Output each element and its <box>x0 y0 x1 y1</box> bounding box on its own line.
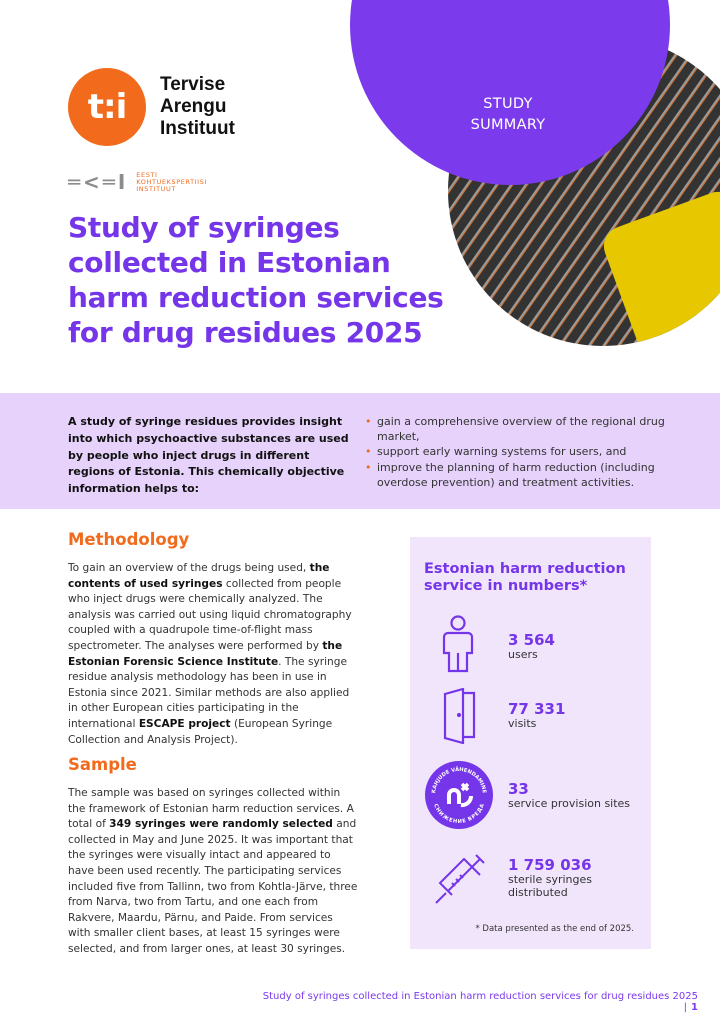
person-icon <box>442 615 474 673</box>
tai-name: Tervise Arengu Instituut <box>160 74 235 140</box>
harm-reduction-badge-icon: KAHJUDE VÄHENDAMINE СНИЖЕНИЕ ВРЕДА <box>425 761 493 829</box>
page-footer: Study of syringes collected in Estonian … <box>262 991 698 1013</box>
stat-users: 3 564 users <box>508 631 555 661</box>
methodology-text: To gain an overview of the drugs being u… <box>68 562 352 746</box>
tai-logo: t:i <box>68 68 146 146</box>
study-summary-badge: STUDY SUMMARY <box>470 96 546 133</box>
tai-name-line: Tervise <box>160 74 226 95</box>
stat-syringes: 1 759 036 sterile syringes distributed <box>508 856 592 899</box>
ekei-logo-mark: ═<═I <box>68 170 129 194</box>
numbers-title: Estonian harm reduction service in numbe… <box>424 561 626 594</box>
ekei-name: EESTI KOHTUEKSPERTIISI INSTITUUT <box>136 170 207 193</box>
intro-text: A study of syringe residues provides ins… <box>68 415 349 496</box>
sample-heading: Sample <box>68 755 137 774</box>
door-icon <box>443 688 476 744</box>
page-title: Study of syringes collected in Estonian … <box>68 211 444 349</box>
ekei-logo: ═<═I EESTI KOHTUEKSPERTIISI INSTITUUT <box>68 170 207 194</box>
page-number: 1 <box>691 1002 698 1013</box>
tai-name-line: Instituut <box>160 118 235 139</box>
numbers-box <box>410 537 651 949</box>
stat-visits: 77 331 visits <box>508 700 566 730</box>
methodology-heading: Methodology <box>68 530 190 549</box>
syringe-icon <box>435 854 485 904</box>
intro-bullets: gain a comprehensive overview of the reg… <box>365 414 665 490</box>
bullet-item: support early warning systems for users,… <box>365 444 665 459</box>
sample-text: The sample was based on syringes collect… <box>68 787 358 955</box>
bullet-item: gain a comprehensive overview of the reg… <box>365 414 665 444</box>
tai-name-line: Arengu <box>160 96 227 117</box>
data-note: * Data presented as the end of 2025. <box>475 924 634 934</box>
bullet-item: improve the planning of harm reduction (… <box>365 460 665 490</box>
stat-sites: 33 service provision sites <box>508 780 631 810</box>
